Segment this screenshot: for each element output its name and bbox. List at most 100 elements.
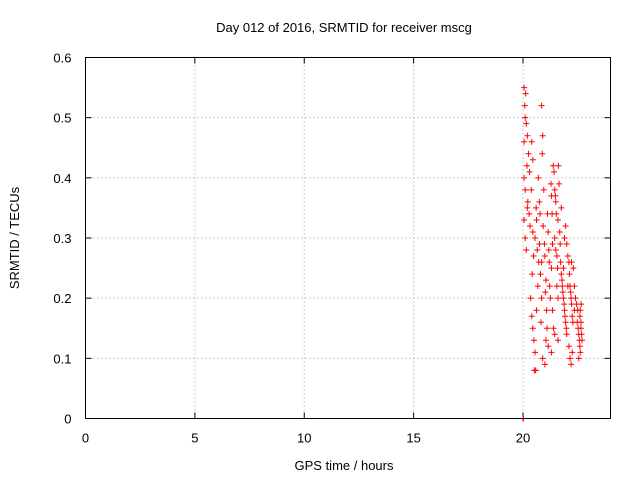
data-point: [558, 271, 565, 278]
y-tick-label: 0.6: [53, 51, 71, 66]
data-point: [568, 301, 575, 308]
data-point: [522, 235, 529, 241]
data-point: [545, 343, 552, 350]
data-point: [530, 337, 537, 344]
data-point: [562, 319, 569, 326]
data-point: [551, 235, 558, 241]
data-point: [522, 114, 529, 121]
data-point: [537, 319, 544, 326]
data-point: [557, 259, 564, 266]
data-point: [559, 283, 566, 290]
data-point: [533, 307, 540, 314]
data-point: [578, 301, 585, 308]
data-point: [563, 241, 570, 248]
data-point: [524, 132, 531, 139]
data-point: [542, 277, 549, 284]
y-tick-label: 0.3: [53, 231, 71, 246]
data-point: [536, 241, 543, 248]
data-point: [541, 361, 548, 368]
data-point: [523, 247, 530, 254]
grid-lines: [85, 57, 611, 419]
data-point: [555, 337, 561, 344]
data-point: [546, 259, 553, 266]
data-point: [560, 295, 567, 302]
y-axis-label: SRMTID / TECUs: [7, 186, 22, 289]
data-point: [537, 271, 544, 278]
data-point: [578, 331, 585, 338]
y-tick-label: 0.2: [53, 291, 71, 306]
data-point: [552, 247, 559, 254]
data-point: [551, 186, 558, 193]
data-point: [555, 162, 562, 169]
data-point: [562, 313, 568, 320]
data-point: [556, 228, 563, 235]
data-point: [532, 349, 539, 356]
data-point: [529, 325, 536, 332]
x-axis-label: GPS time / hours: [295, 458, 394, 473]
data-point: [547, 295, 554, 302]
data-point: [577, 325, 584, 332]
data-point: [542, 337, 549, 344]
data-point: [533, 204, 540, 211]
data-point: [564, 283, 571, 290]
data-point: [538, 102, 545, 109]
data-point: [527, 222, 533, 229]
data-point: [546, 283, 553, 290]
data-point: [541, 253, 548, 260]
data-point: [536, 198, 543, 205]
data-point: [529, 228, 536, 235]
data-point: [543, 307, 550, 314]
data-point: [576, 313, 583, 320]
x-tick-label: 5: [191, 431, 198, 446]
data-point: [552, 192, 559, 199]
data-point: [550, 325, 557, 332]
data-point: [564, 253, 571, 260]
data-point: [529, 156, 536, 163]
data-point: [540, 222, 547, 229]
data-point: [521, 216, 528, 223]
data-points: [520, 84, 586, 422]
x-tick-label: 15: [406, 431, 420, 446]
data-point: [549, 241, 556, 248]
data-point: [545, 247, 552, 254]
data-point: [561, 235, 568, 241]
data-point: [561, 307, 568, 314]
data-point: [559, 289, 566, 296]
data-point: [542, 289, 549, 296]
y-tick-label: 0: [64, 412, 71, 427]
data-point: [535, 174, 542, 181]
data-point: [569, 349, 576, 356]
data-point: [567, 355, 574, 362]
data-point: [524, 198, 531, 205]
y-tick-label: 0.5: [53, 111, 71, 126]
data-point: [521, 102, 528, 109]
data-point: [550, 162, 557, 169]
x-tick-label: 10: [297, 431, 311, 446]
data-point: [533, 216, 540, 223]
data-point: [528, 186, 535, 193]
data-point: [532, 235, 539, 241]
data-point: [521, 138, 528, 145]
data-point: [566, 271, 573, 278]
data-point: [528, 313, 535, 320]
data-point: [544, 325, 551, 332]
data-point: [522, 90, 529, 97]
data-point: [521, 174, 528, 181]
data-point: [561, 301, 568, 308]
data-point: [539, 355, 546, 362]
data-point: [555, 216, 561, 223]
data-point: [569, 313, 576, 320]
data-point: [541, 241, 548, 248]
data-point: [534, 247, 541, 254]
data-point: [551, 331, 558, 338]
data-point: [545, 228, 552, 235]
data-point: [577, 307, 584, 314]
data-point: [552, 198, 559, 205]
data-point: [524, 204, 531, 211]
data-point: [526, 210, 533, 217]
data-point: [555, 295, 561, 302]
x-tick-label: 20: [516, 431, 530, 446]
data-point: [530, 253, 537, 260]
data-point: [577, 349, 584, 356]
data-point: [558, 277, 565, 284]
